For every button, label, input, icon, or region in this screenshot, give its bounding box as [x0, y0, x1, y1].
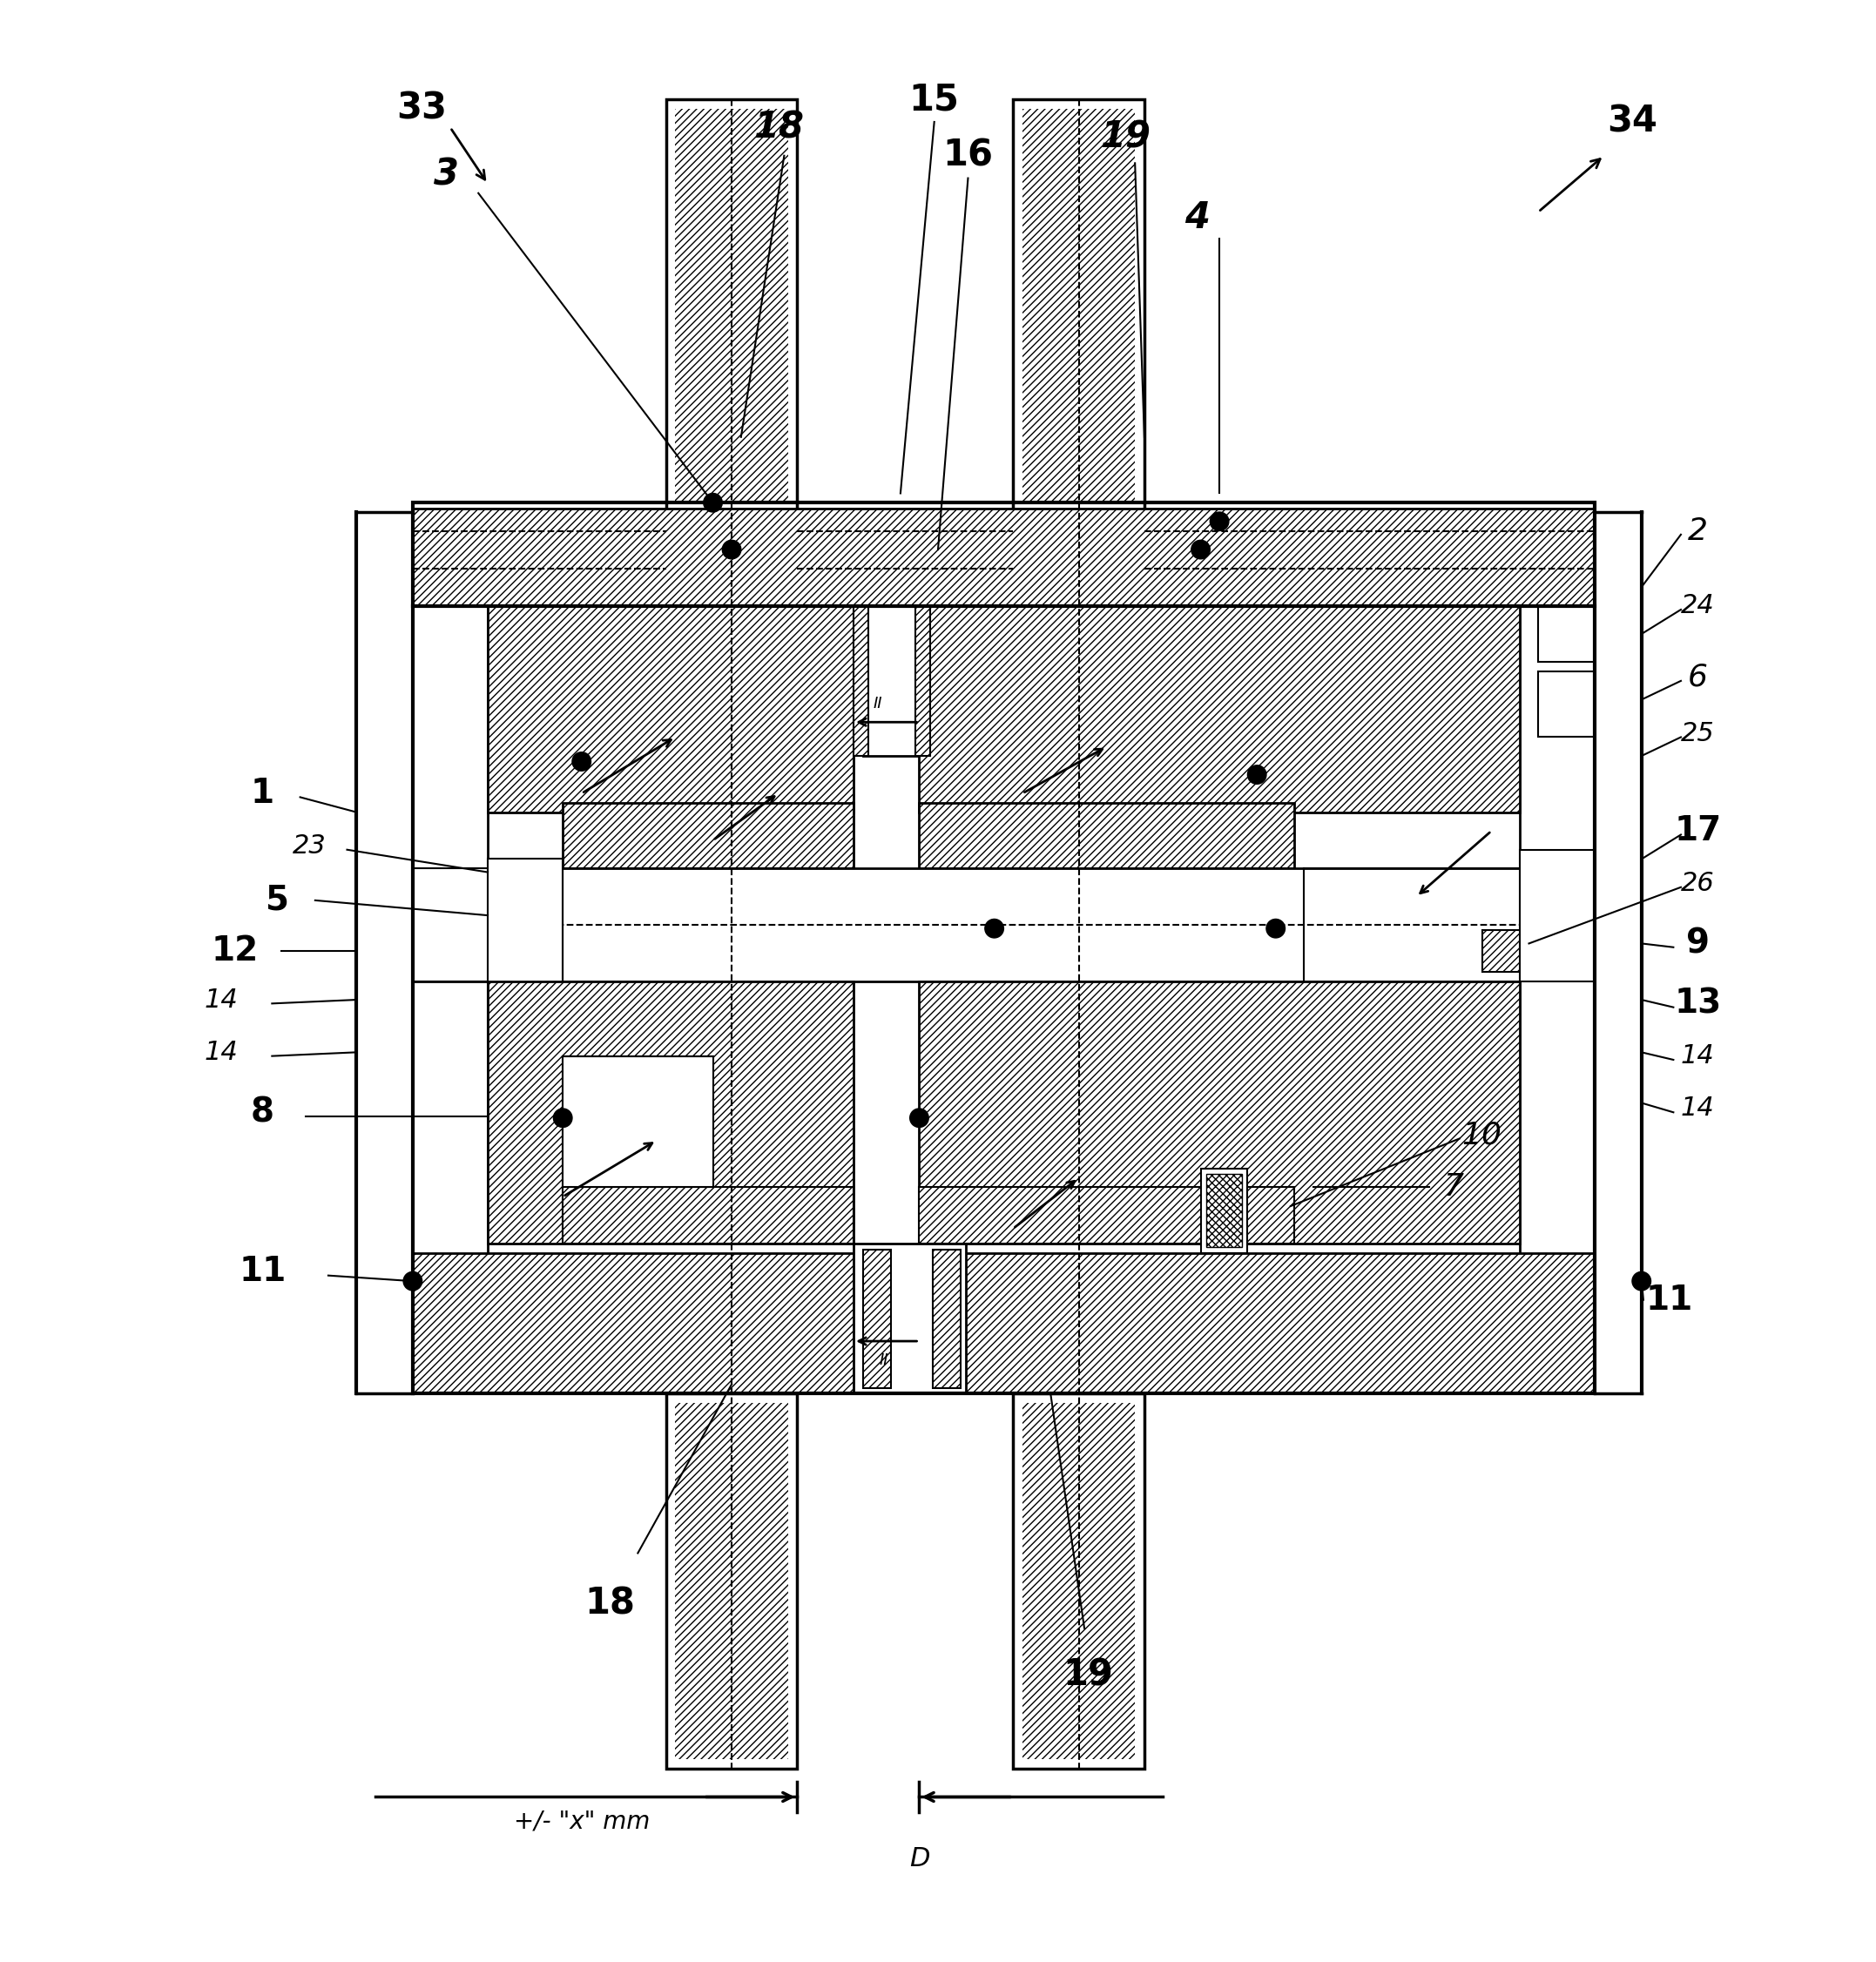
Text: 12: 12	[210, 934, 259, 967]
Circle shape	[1210, 512, 1229, 532]
Bar	[854, 1244, 966, 1393]
Text: +/- "x" mm: +/- "x" mm	[514, 1809, 649, 1834]
Circle shape	[985, 918, 1004, 938]
Bar	[675, 108, 788, 502]
Text: 5: 5	[266, 883, 289, 916]
Circle shape	[572, 751, 591, 771]
Text: 18: 18	[754, 110, 803, 145]
Circle shape	[553, 1109, 572, 1128]
Text: 33: 33	[398, 90, 446, 128]
Text: 9: 9	[1687, 926, 1709, 959]
Circle shape	[403, 1271, 422, 1291]
Bar	[413, 1254, 1595, 1393]
Bar	[1595, 512, 1642, 1393]
Text: 11: 11	[238, 1256, 287, 1289]
Bar	[666, 100, 797, 512]
Text: 13: 13	[1673, 987, 1722, 1020]
Text: 14: 14	[1681, 1044, 1715, 1069]
Bar	[1520, 606, 1595, 1262]
Bar	[666, 1393, 797, 1770]
Bar	[932, 1250, 961, 1387]
Text: 6: 6	[1688, 663, 1707, 693]
Bar	[1022, 1403, 1135, 1760]
Bar	[915, 606, 930, 755]
Text: 14: 14	[204, 987, 238, 1012]
Text: 7: 7	[1445, 1173, 1463, 1203]
Bar	[1482, 930, 1523, 971]
Text: 25: 25	[1681, 720, 1715, 746]
Bar	[413, 606, 488, 1262]
Text: D: D	[910, 1846, 929, 1872]
Bar	[1538, 671, 1595, 738]
Circle shape	[722, 540, 741, 559]
Bar	[356, 512, 413, 1393]
Text: 1: 1	[251, 777, 274, 810]
Bar	[488, 606, 854, 812]
Text: 15: 15	[910, 80, 959, 118]
Text: 34: 34	[1608, 104, 1657, 139]
Bar	[413, 502, 1595, 1393]
Text: II: II	[874, 697, 882, 710]
Bar	[488, 981, 854, 1244]
Circle shape	[1632, 1271, 1651, 1291]
Bar	[1201, 1169, 1248, 1254]
Bar	[863, 1250, 891, 1387]
Circle shape	[704, 492, 722, 512]
Bar	[563, 1056, 713, 1187]
Bar	[919, 981, 1520, 1244]
Bar	[919, 606, 1520, 812]
Bar	[413, 869, 563, 981]
Text: 18: 18	[585, 1585, 634, 1623]
Bar	[675, 1403, 788, 1760]
Text: 24: 24	[1681, 593, 1715, 618]
Text: 11: 11	[1645, 1283, 1694, 1317]
Text: 14: 14	[1681, 1097, 1715, 1120]
Bar	[919, 1187, 1294, 1244]
Bar	[1520, 850, 1595, 981]
Text: 17: 17	[1673, 814, 1722, 848]
Bar	[1022, 108, 1135, 502]
Circle shape	[910, 1109, 929, 1128]
Bar	[1206, 1173, 1242, 1248]
Text: 19: 19	[1064, 1656, 1112, 1693]
Bar	[413, 869, 1520, 981]
Text: 2: 2	[1688, 516, 1707, 545]
Bar	[488, 859, 563, 1046]
Text: 16: 16	[944, 137, 992, 175]
Text: 10: 10	[1461, 1120, 1503, 1150]
Bar	[413, 508, 1595, 606]
Text: 8: 8	[251, 1095, 274, 1128]
Circle shape	[1266, 918, 1285, 938]
Bar	[1538, 606, 1595, 661]
Text: II: II	[880, 1352, 887, 1368]
Circle shape	[1248, 765, 1266, 785]
Text: 19: 19	[1101, 118, 1150, 155]
Bar	[563, 1187, 854, 1244]
Text: 26: 26	[1681, 871, 1715, 897]
Text: 3: 3	[433, 157, 460, 192]
Text: 14: 14	[204, 1040, 238, 1065]
Text: 4: 4	[1184, 200, 1210, 235]
Bar	[863, 606, 919, 755]
Circle shape	[1191, 540, 1210, 559]
Text: 23: 23	[293, 834, 326, 859]
Bar	[919, 802, 1294, 869]
Bar	[854, 606, 869, 755]
Bar	[1013, 1393, 1144, 1770]
Bar	[563, 802, 854, 869]
Bar	[1013, 100, 1144, 512]
